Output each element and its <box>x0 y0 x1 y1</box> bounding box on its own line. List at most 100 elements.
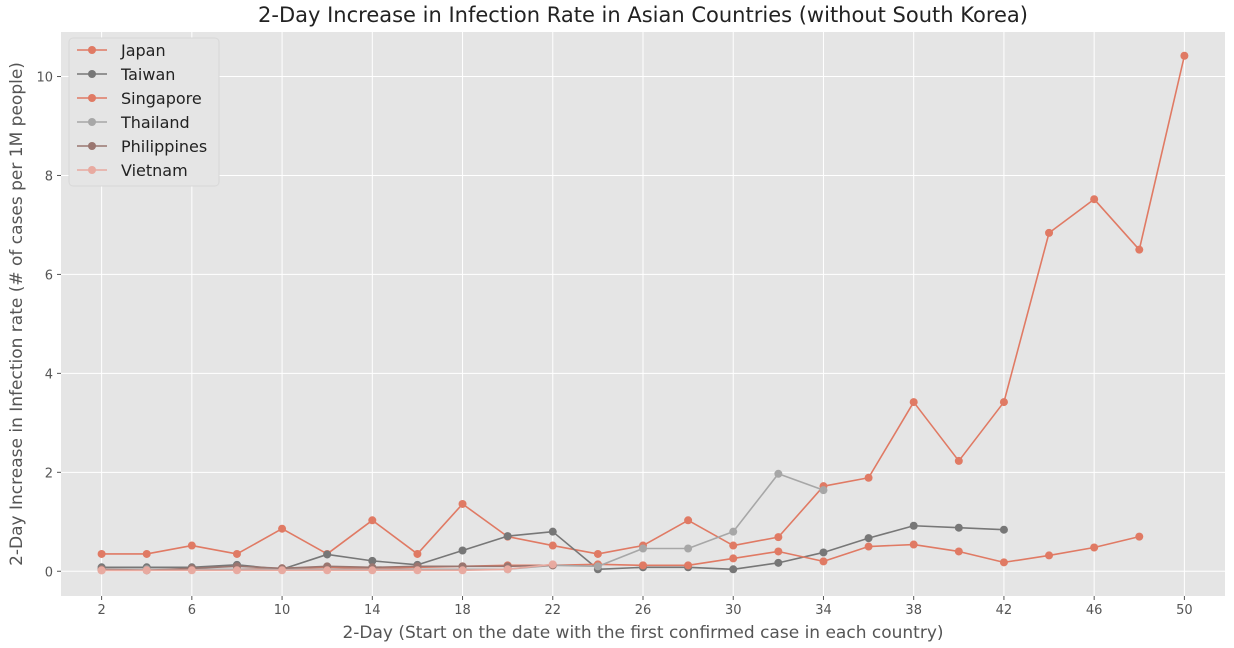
data-point-japan <box>232 549 241 558</box>
x-axis-label: 2-Day (Start on the date with the first … <box>342 623 943 643</box>
data-point-vietnam <box>187 566 196 575</box>
data-point-singapore <box>1045 551 1054 560</box>
legend-item-philippines: Philippines <box>77 137 207 156</box>
data-point-japan <box>864 473 873 482</box>
legend-box <box>68 37 220 187</box>
data-point-japan <box>278 524 287 533</box>
data-point-taiwan <box>323 550 332 559</box>
legend-item-taiwan: Taiwan <box>77 65 175 84</box>
legend-marker <box>88 70 96 78</box>
data-point-japan <box>774 533 783 542</box>
legend-label: Vietnam <box>121 161 188 180</box>
x-tick-label: 2 <box>97 603 105 618</box>
legend-label: Japan <box>120 41 166 60</box>
data-point-taiwan <box>999 525 1008 534</box>
data-point-japan <box>187 541 196 550</box>
x-tick-label: 10 <box>274 603 291 618</box>
x-tick-label: 30 <box>725 603 742 618</box>
data-point-singapore <box>909 540 918 549</box>
data-point-singapore <box>999 558 1008 567</box>
data-point-taiwan <box>368 556 377 565</box>
x-tick-label: 42 <box>996 603 1013 618</box>
legend-label: Singapore <box>121 89 202 108</box>
x-tick-label: 6 <box>188 603 196 618</box>
y-tick-label: 2 <box>45 466 53 481</box>
data-point-vietnam <box>323 566 332 575</box>
data-point-thailand <box>729 527 738 536</box>
x-tick-label: 14 <box>364 603 381 618</box>
data-point-singapore <box>864 542 873 551</box>
data-point-thailand <box>819 486 828 495</box>
y-tick-label: 4 <box>45 367 53 382</box>
x-tick-label: 22 <box>544 603 561 618</box>
chart-title: 2-Day Increase in Infection Rate in Asia… <box>258 3 1028 27</box>
data-point-taiwan <box>548 527 557 536</box>
data-point-vietnam <box>142 566 151 575</box>
y-tick-label: 6 <box>45 268 53 283</box>
data-point-japan <box>909 398 918 407</box>
data-point-japan <box>1180 51 1189 60</box>
x-tick-label: 50 <box>1176 603 1193 618</box>
x-tick-label: 18 <box>454 603 471 618</box>
data-point-taiwan <box>729 565 738 574</box>
data-point-vietnam <box>503 565 512 574</box>
data-point-japan <box>1135 245 1144 254</box>
data-point-japan <box>548 541 557 550</box>
data-point-japan <box>458 499 467 508</box>
data-point-taiwan <box>909 521 918 530</box>
data-point-taiwan <box>819 548 828 557</box>
data-point-singapore <box>729 554 738 563</box>
data-point-taiwan <box>774 558 783 567</box>
data-point-vietnam <box>368 566 377 575</box>
data-point-taiwan <box>458 546 467 555</box>
y-tick-label: 0 <box>45 565 53 580</box>
legend-marker <box>88 46 96 54</box>
series-vietnam <box>97 560 557 575</box>
data-point-vietnam <box>232 566 241 575</box>
data-point-japan <box>729 541 738 550</box>
data-point-singapore <box>1135 532 1144 541</box>
legend-marker <box>88 94 96 102</box>
data-point-vietnam <box>548 560 557 569</box>
data-point-singapore <box>639 561 647 570</box>
data-point-japan <box>413 549 422 558</box>
y-axis-label: 2-Day Increase in Infection rate (# of c… <box>7 62 27 566</box>
legend: Japan Taiwan Singapore Thailand Philippines V… <box>68 37 220 187</box>
y-tick-label: 10 <box>36 71 53 86</box>
data-point-singapore <box>684 561 693 570</box>
x-tick-label: 34 <box>815 603 832 618</box>
data-point-thailand <box>639 544 647 553</box>
data-point-singapore <box>1090 543 1099 552</box>
data-point-taiwan <box>503 532 512 541</box>
data-point-thailand <box>593 562 602 571</box>
data-point-taiwan <box>954 523 963 532</box>
data-point-japan <box>954 456 963 465</box>
legend-label: Taiwan <box>120 65 175 84</box>
data-point-japan <box>593 549 602 558</box>
legend-label: Thailand <box>120 113 190 132</box>
data-point-thailand <box>684 544 693 553</box>
legend-label: Philippines <box>121 137 207 156</box>
y-tick-label: 8 <box>45 169 53 184</box>
data-point-japan <box>368 516 377 525</box>
series-layer <box>97 51 1189 575</box>
data-point-japan <box>1045 228 1054 237</box>
data-point-singapore <box>774 547 783 556</box>
legend-marker <box>88 166 96 174</box>
data-point-vietnam <box>458 566 467 575</box>
legend-marker <box>88 118 96 126</box>
data-point-vietnam <box>278 566 287 575</box>
legend-item-thailand: Thailand <box>77 113 190 132</box>
data-point-japan <box>142 549 151 558</box>
data-point-japan <box>684 516 693 525</box>
x-tick-label: 46 <box>1086 603 1103 618</box>
legend-item-singapore: Singapore <box>77 89 202 108</box>
data-point-japan <box>999 398 1008 407</box>
data-point-thailand <box>774 469 783 478</box>
legend-item-japan: Japan <box>77 41 166 60</box>
x-tick-label: 26 <box>635 603 652 618</box>
x-tick-label: 38 <box>905 603 922 618</box>
data-point-vietnam <box>413 566 422 575</box>
